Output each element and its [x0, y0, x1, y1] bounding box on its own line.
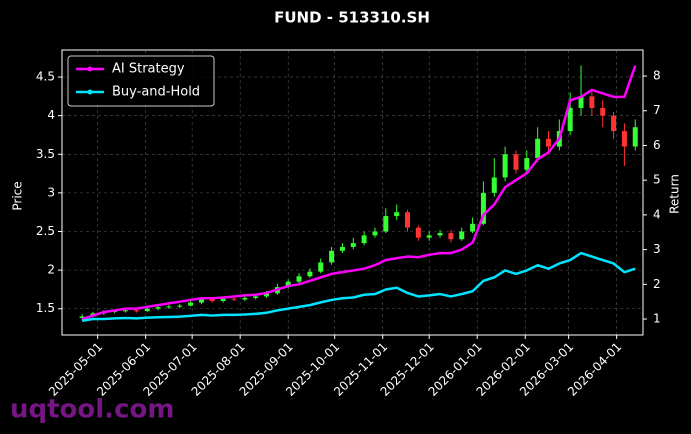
- candle-body: [480, 192, 486, 224]
- candle-body: [329, 250, 335, 263]
- candle-body: [350, 243, 356, 247]
- candle-body: [188, 302, 194, 306]
- y-axis-label: Price: [11, 181, 25, 210]
- y2-tick-label: 1: [653, 312, 661, 326]
- y2-tick-label: 5: [653, 173, 661, 187]
- candle-body: [361, 235, 367, 244]
- candle-body: [611, 115, 617, 132]
- candle-body: [372, 231, 378, 236]
- y2-tick-label: 8: [653, 69, 661, 83]
- y2-tick-label: 4: [653, 207, 661, 221]
- candle-body: [307, 271, 313, 277]
- candle-body: [209, 299, 215, 302]
- y2-tick-label: 7: [653, 103, 661, 117]
- candle-body: [394, 212, 400, 217]
- legend-box: [67, 55, 215, 107]
- legend-label: AI Strategy: [112, 62, 185, 77]
- series-line: [81, 251, 636, 323]
- candle-body: [123, 310, 129, 312]
- candle-body: [567, 107, 573, 132]
- candle-body: [491, 177, 497, 193]
- y2-axis-label: Return: [668, 174, 682, 214]
- candle-body: [155, 307, 161, 309]
- candle-body: [524, 158, 530, 170]
- candle-body: [535, 138, 541, 159]
- candle-body: [133, 310, 139, 312]
- plot-frame: [61, 49, 644, 336]
- candle-body: [621, 131, 627, 147]
- legend-marker: [87, 66, 93, 72]
- candle-body: [600, 107, 606, 116]
- candle-body: [220, 298, 226, 302]
- candle-body: [296, 276, 302, 282]
- candle-body: [144, 308, 150, 312]
- y-tick-label: 3.5: [36, 147, 55, 161]
- candle-body: [166, 306, 172, 308]
- y2-tick-label: 2: [653, 277, 661, 291]
- candle-body: [545, 138, 551, 147]
- y-tick-label: 4: [47, 108, 55, 122]
- y-tick-label: 1.5: [36, 301, 55, 315]
- candle-body: [231, 298, 237, 300]
- legend-marker: [87, 89, 93, 95]
- candle-body: [318, 262, 324, 272]
- candle-body: [513, 154, 519, 170]
- candle-body: [459, 231, 465, 240]
- candle-body: [415, 227, 421, 238]
- candle-body: [264, 293, 270, 297]
- candle-body: [448, 233, 454, 240]
- candle-body: [426, 235, 432, 238]
- legend-label: Buy-and-Hold: [112, 85, 200, 100]
- candle-body: [632, 127, 638, 147]
- watermark: uqtool.com: [10, 395, 174, 425]
- series-line: [81, 65, 637, 321]
- candle-body: [242, 297, 248, 300]
- y-tick-label: 3: [47, 185, 55, 199]
- candle-body: [502, 154, 508, 178]
- candle-body: [177, 305, 183, 307]
- y-tick-label: 4.5: [36, 70, 55, 84]
- y2-tick-label: 3: [653, 242, 661, 256]
- candle-body: [79, 316, 85, 319]
- candle-body: [198, 299, 204, 303]
- candle-body: [470, 223, 476, 232]
- candle-body: [405, 212, 411, 228]
- y-tick-label: 2.5: [36, 224, 55, 238]
- y-tick-label: 2: [47, 263, 55, 277]
- candle-body: [437, 233, 443, 236]
- candle-body: [285, 281, 291, 288]
- candle-body: [339, 246, 345, 251]
- candle-body: [383, 216, 389, 232]
- y2-tick-label: 6: [653, 138, 661, 152]
- candle-body: [253, 296, 259, 298]
- candle-body: [589, 96, 595, 108]
- chart-title: FUND - 513310.SH: [274, 9, 430, 27]
- candle-body: [578, 96, 584, 108]
